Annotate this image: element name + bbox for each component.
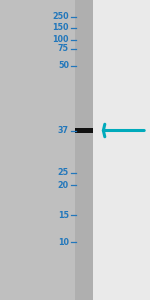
Text: 25: 25: [58, 168, 69, 177]
Text: 150: 150: [52, 23, 69, 32]
Bar: [75, 128, 93, 133]
Text: 10: 10: [58, 238, 69, 247]
Text: 75: 75: [58, 44, 69, 53]
Text: 15: 15: [58, 211, 69, 220]
Text: 37: 37: [58, 126, 69, 135]
Text: 100: 100: [52, 35, 69, 44]
Text: 50: 50: [58, 61, 69, 70]
Text: 250: 250: [52, 12, 69, 21]
Text: 20: 20: [58, 181, 69, 190]
